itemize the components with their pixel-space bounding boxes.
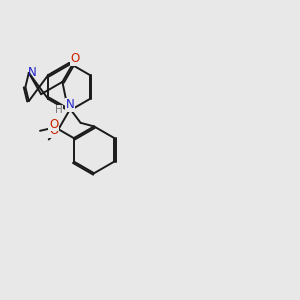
Text: O: O: [50, 124, 59, 137]
Text: O: O: [49, 118, 58, 131]
Text: N: N: [66, 98, 74, 111]
Text: N: N: [28, 66, 37, 80]
Text: H: H: [55, 105, 63, 115]
Text: O: O: [70, 52, 80, 65]
